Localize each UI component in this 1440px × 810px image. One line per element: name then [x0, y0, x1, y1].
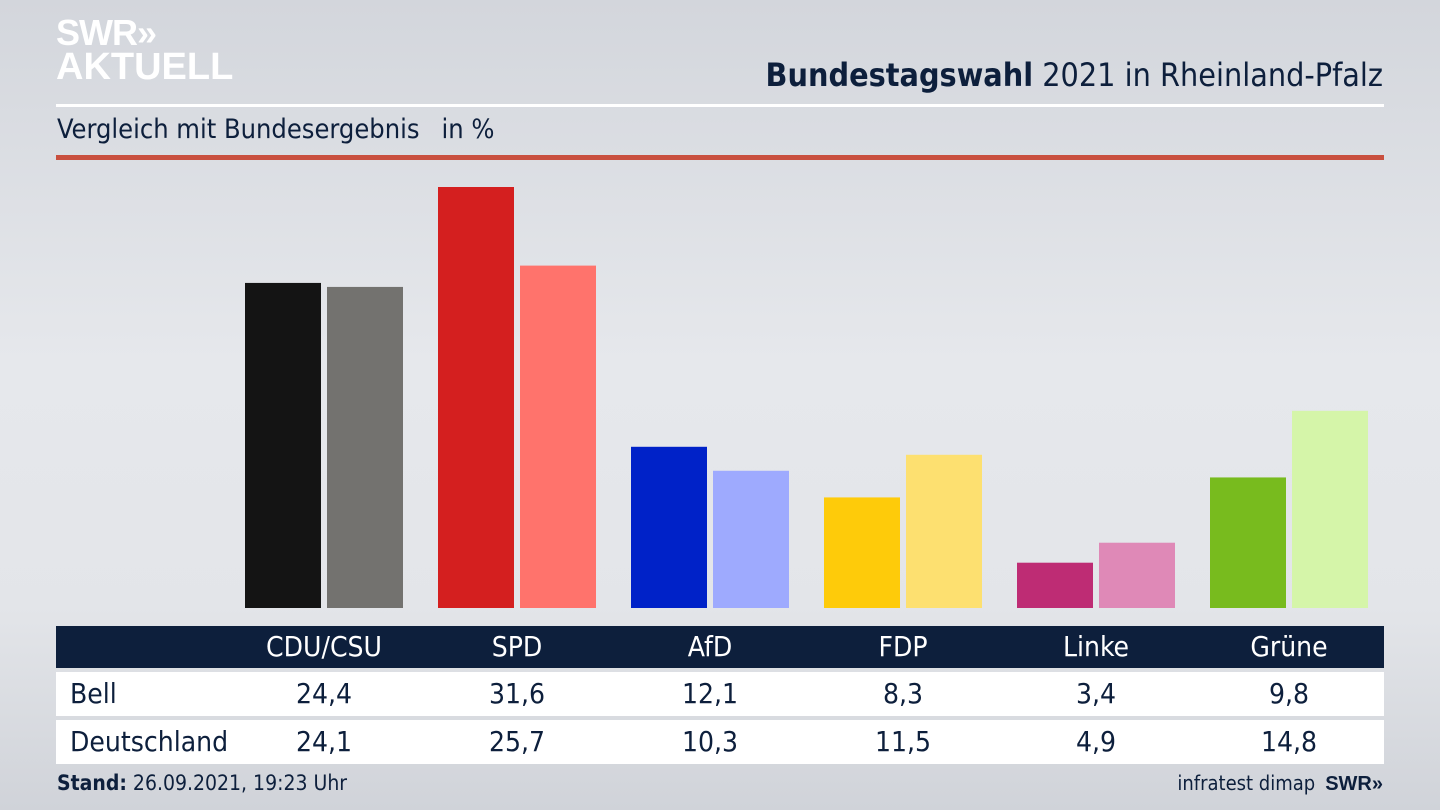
category-label: Linke — [1062, 630, 1130, 663]
title-rest: 2021 in Rheinland-Pfalz — [1042, 56, 1383, 94]
value-cell: 12,1 — [681, 677, 739, 710]
value-cell: 24,4 — [295, 677, 353, 710]
value-cell: 11,5 — [874, 725, 932, 758]
title-bold: Bundestagswahl — [765, 56, 1034, 94]
value-cell: 4,9 — [1075, 725, 1117, 758]
category-label: CDU/CSU — [266, 630, 382, 663]
value-cell: 10,3 — [681, 725, 739, 758]
table-header: CDU/CSU SPD AfD FDP Linke Grüne — [56, 626, 1384, 668]
bar-cducsu-deutschland — [327, 286, 403, 608]
bar-cducsu-bell — [245, 282, 321, 608]
value-cell: 25,7 — [488, 725, 546, 758]
bar-afd-deutschland — [713, 470, 789, 608]
subtitle-divider — [56, 155, 1384, 160]
stand-value: 26.09.2021, 19:23 Uhr — [132, 771, 348, 795]
table-row-bell: Bell 24,4 31,6 12,1 8,3 3,4 9,8 — [56, 672, 1384, 716]
bar-afd-bell — [631, 446, 707, 608]
bar-linke-bell — [1017, 562, 1093, 608]
category-label: FDP — [878, 630, 928, 663]
bar-chart — [245, 187, 1368, 608]
unit-label: in % — [441, 114, 495, 145]
row-label: Bell — [70, 677, 117, 710]
category-label: Grüne — [1250, 630, 1328, 663]
source-text: infratest dimap — [1177, 771, 1316, 795]
source-credit: infratest dimap SWR» — [1177, 771, 1383, 796]
category-label: SPD — [491, 630, 543, 663]
value-cell: 3,4 — [1075, 677, 1117, 710]
logo-line1: SWR» — [56, 12, 157, 53]
chart-title: Bundestagswahl 2021 in Rheinland-Pfalz — [766, 56, 1383, 94]
results-table: CDU/CSU SPD AfD FDP Linke Grüne Bell 24,4 31,6… — [56, 626, 1384, 764]
bar-grüne-deutschland — [1292, 410, 1368, 608]
subtitle-text: Vergleich mit Bundesergebnis — [57, 114, 420, 145]
value-cell: 14,8 — [1260, 725, 1318, 758]
bar-linke-deutschland — [1099, 542, 1175, 608]
title-divider — [56, 104, 1384, 107]
stand-label: Stand: — [57, 771, 127, 795]
bar-grüne-bell — [1210, 477, 1286, 608]
bar-spd-bell — [438, 187, 514, 608]
logo-line2: AKTUELL — [56, 46, 234, 88]
swr-aktuell-logo: SWR» AKTUELL — [56, 12, 234, 88]
category-label: AfD — [687, 630, 733, 663]
chart-subtitle: Vergleich mit Bundesergebnis in % — [57, 114, 494, 145]
value-cell: 24,1 — [295, 725, 353, 758]
bar-fdp-bell — [824, 497, 900, 608]
table-row-deutschland: Deutschland 24,1 25,7 10,3 11,5 4,9 14,8 — [56, 720, 1384, 764]
value-cell: 9,8 — [1268, 677, 1310, 710]
timestamp: Stand: 26.09.2021, 19:23 Uhr — [57, 771, 347, 795]
bar-fdp-deutschland — [906, 454, 982, 608]
row-label: Deutschland — [70, 725, 229, 758]
value-cell: 31,6 — [488, 677, 546, 710]
value-cell: 8,3 — [882, 677, 924, 710]
bar-spd-deutschland — [520, 265, 596, 608]
swr-logo-small: SWR» — [1325, 773, 1383, 795]
